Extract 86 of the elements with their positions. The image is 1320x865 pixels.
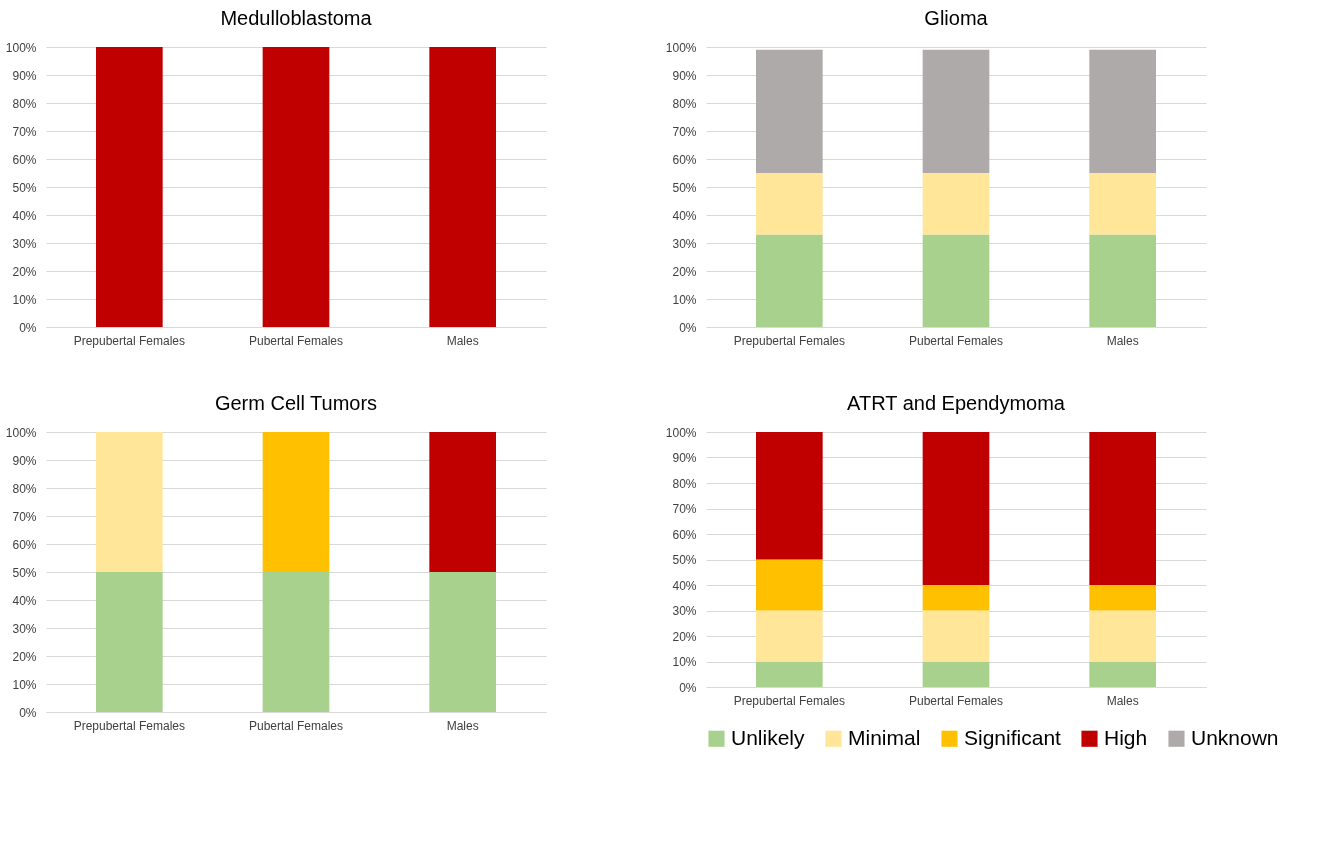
y-tick-label: 0% [679, 680, 697, 695]
y-tick-label: 10% [672, 655, 697, 669]
y-tick-label: 90% [672, 68, 697, 83]
y-tick-label: 80% [12, 96, 37, 111]
y-tick-label: 30% [672, 604, 697, 618]
y-tick-label: 40% [12, 208, 37, 223]
y-tick-label: 100% [5, 40, 37, 55]
bar [756, 559, 823, 611]
y-tick-label: 30% [12, 621, 37, 636]
bar [756, 432, 823, 560]
y-tick-label: 80% [672, 96, 697, 111]
x-tick-label: Pubertal Females [248, 333, 344, 348]
y-tick-label: 60% [12, 537, 37, 552]
bar [922, 432, 990, 585]
bar [1089, 585, 1156, 611]
x-tick-label: Prepubertal Females [733, 333, 846, 348]
chart-title: Germ Cell Tumors [214, 392, 378, 414]
y-tick-label: 70% [12, 509, 37, 524]
y-tick-label: 90% [12, 453, 37, 468]
legend-label: Unlikely [731, 725, 806, 749]
chart-title: Medulloblastoma [220, 7, 373, 29]
y-tick-label: 40% [12, 593, 37, 608]
y-tick-label: 30% [672, 236, 697, 251]
y-tick-label: 100% [665, 40, 697, 55]
y-tick-label: 10% [12, 677, 37, 692]
y-tick-label: 70% [12, 124, 37, 139]
y-tick-label: 40% [672, 578, 697, 593]
legend-label: Unknown [1191, 725, 1279, 749]
bar [756, 173, 823, 235]
bar [756, 234, 823, 327]
bar [922, 49, 990, 173]
chart-title: Glioma [924, 7, 989, 29]
x-tick-label: Prepubertal Females [73, 718, 186, 733]
bar [1089, 234, 1156, 327]
y-tick-label: 70% [672, 502, 697, 516]
bar [756, 661, 823, 687]
x-tick-label: Pubertal Females [908, 693, 1004, 708]
y-tick-label: 80% [12, 481, 37, 496]
y-tick-label: 40% [672, 208, 697, 223]
y-tick-label: 90% [12, 68, 37, 83]
y-tick-label: 50% [12, 180, 37, 195]
y-tick-label: 20% [12, 649, 37, 664]
x-tick-label: Males [446, 718, 479, 733]
y-tick-label: 0% [679, 320, 697, 335]
bar [1089, 661, 1156, 687]
bar [1089, 173, 1156, 235]
legend-label: High [1104, 725, 1148, 749]
y-tick-label: 60% [672, 527, 697, 542]
x-tick-label: Pubertal Females [908, 333, 1004, 348]
x-tick-label: Males [1106, 693, 1139, 708]
bar [1089, 49, 1156, 173]
legend-label: Minimal [848, 725, 921, 749]
y-tick-label: 30% [12, 236, 37, 251]
bar [922, 610, 990, 662]
y-tick-label: 60% [672, 152, 697, 167]
y-tick-label: 10% [672, 292, 697, 307]
bar [922, 661, 990, 687]
y-tick-label: 0% [19, 320, 37, 335]
chart-title: ATRT and Ependymoma [847, 392, 1066, 414]
x-tick-label: Males [446, 333, 479, 348]
y-tick-label: 50% [672, 553, 697, 567]
y-tick-label: 100% [665, 425, 697, 440]
y-tick-label: 90% [672, 451, 697, 465]
bar [922, 234, 990, 327]
y-tick-label: 70% [672, 124, 697, 139]
bar [922, 173, 990, 235]
bar [756, 610, 823, 662]
bar [756, 49, 823, 173]
y-tick-label: 20% [672, 264, 697, 279]
y-tick-label: 100% [5, 425, 37, 440]
y-tick-label: 20% [12, 264, 37, 279]
legend-label: Significant [964, 725, 1062, 749]
bar [1089, 432, 1156, 585]
x-tick-label: Males [1106, 333, 1139, 348]
bar [1089, 610, 1156, 662]
y-tick-label: 10% [12, 292, 37, 307]
bar [922, 585, 990, 611]
x-tick-label: Pubertal Females [248, 718, 344, 733]
y-tick-label: 60% [12, 152, 37, 167]
x-tick-label: Prepubertal Females [73, 333, 186, 348]
y-tick-label: 50% [672, 180, 697, 195]
y-tick-label: 80% [672, 476, 697, 491]
y-tick-label: 20% [672, 629, 697, 644]
y-tick-label: 0% [19, 705, 37, 720]
y-tick-label: 50% [12, 565, 37, 580]
x-tick-label: Prepubertal Females [733, 693, 846, 708]
